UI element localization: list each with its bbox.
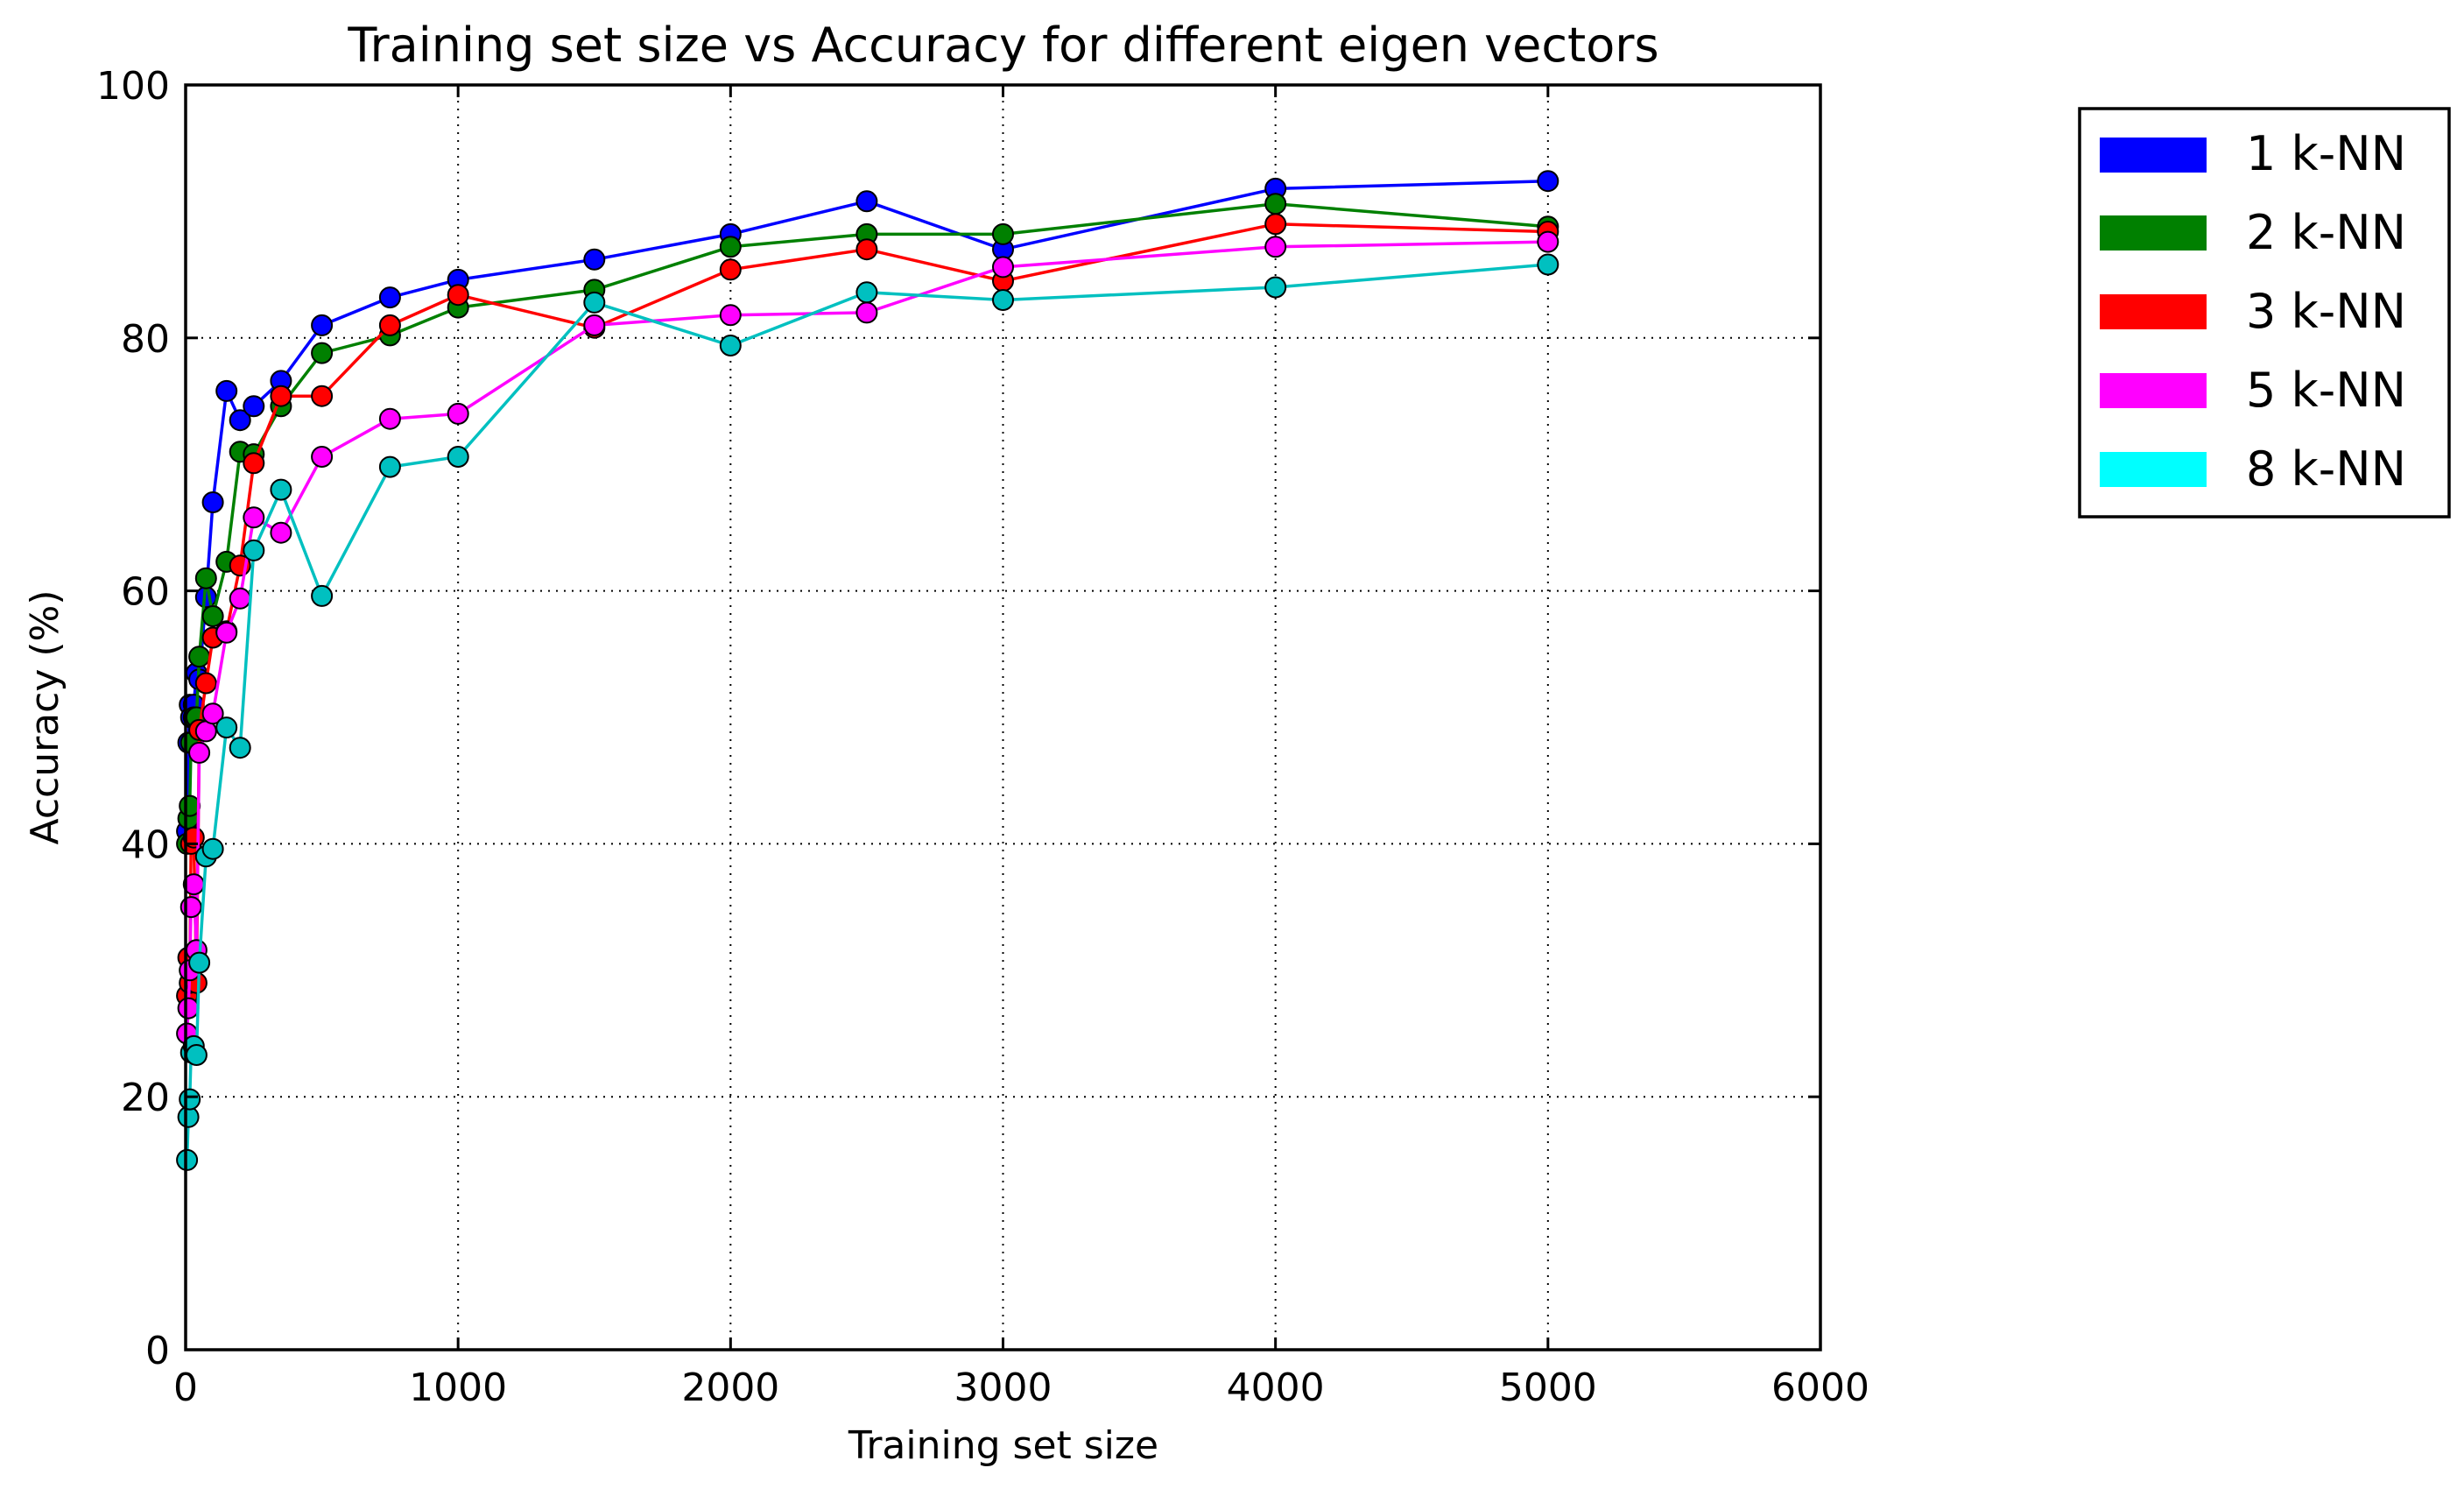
data-point	[380, 287, 400, 307]
legend-swatch	[2100, 215, 2207, 251]
data-point	[230, 737, 250, 758]
data-point	[271, 480, 291, 500]
data-point	[196, 674, 216, 694]
data-point	[993, 290, 1013, 310]
data-point	[1265, 194, 1285, 214]
legend-swatch	[2100, 294, 2207, 329]
data-point	[1265, 236, 1285, 257]
legend-label: 1 k-NN	[2246, 126, 2406, 181]
data-point	[448, 285, 468, 305]
data-point	[312, 315, 332, 335]
data-point	[1538, 171, 1558, 191]
data-point	[196, 568, 216, 589]
y-tick-label: 40	[121, 822, 170, 867]
data-point	[180, 796, 200, 816]
y-tick-label: 100	[96, 64, 170, 109]
data-point	[216, 717, 236, 737]
data-point	[448, 404, 468, 424]
data-point	[380, 457, 400, 477]
legend-label: 3 k-NN	[2246, 284, 2406, 339]
chart-title: Training set size vs Accuracy for differ…	[347, 18, 1658, 73]
data-point	[189, 743, 209, 763]
data-point	[584, 250, 604, 270]
legend-swatch	[2100, 452, 2207, 487]
x-tick-label: 2000	[681, 1366, 779, 1410]
x-axis-label: Training set size	[848, 1423, 1158, 1468]
data-point	[187, 1045, 207, 1065]
data-point	[243, 507, 264, 527]
data-point	[856, 282, 876, 302]
data-point	[993, 257, 1013, 277]
data-point	[856, 191, 876, 211]
legend-swatch	[2100, 138, 2207, 173]
data-point	[180, 1090, 200, 1110]
data-point	[1265, 278, 1285, 298]
y-axis-label: Accuracy (%)	[23, 589, 67, 844]
data-point	[216, 381, 236, 401]
data-point	[721, 259, 741, 279]
legend: 1 k-NN 2 k-NN 3 k-NN 5 k-NN 8 k-NN	[2080, 109, 2449, 517]
x-tick-label: 4000	[1227, 1366, 1325, 1410]
data-point	[243, 453, 264, 473]
y-tick-label: 60	[121, 570, 170, 615]
data-point	[312, 586, 332, 606]
data-point	[312, 386, 332, 406]
data-point	[271, 386, 291, 406]
data-point	[203, 839, 223, 859]
x-tick-label: 5000	[1499, 1366, 1597, 1410]
y-tick-label: 0	[145, 1329, 170, 1373]
data-point	[993, 224, 1013, 244]
data-point	[312, 447, 332, 467]
data-point	[721, 236, 741, 257]
data-point	[1265, 214, 1285, 234]
data-point	[584, 293, 604, 313]
data-point	[181, 897, 201, 917]
data-point	[271, 523, 291, 543]
legend-label: 2 k-NN	[2246, 205, 2406, 260]
data-point	[856, 302, 876, 322]
data-point	[179, 999, 199, 1019]
data-point	[243, 540, 264, 561]
data-point	[721, 305, 741, 325]
data-point	[243, 396, 264, 416]
data-point	[189, 953, 209, 973]
x-tick-label: 0	[173, 1366, 198, 1410]
legend-label: 5 k-NN	[2246, 363, 2406, 418]
y-tick-label: 80	[121, 317, 170, 362]
data-point	[216, 623, 236, 643]
data-point	[203, 492, 223, 512]
data-point	[584, 315, 604, 335]
data-point	[856, 239, 876, 259]
data-point	[189, 646, 209, 667]
data-point	[1538, 232, 1558, 252]
legend-swatch	[2100, 373, 2207, 408]
data-point	[448, 447, 468, 467]
x-tick-label: 6000	[1771, 1366, 1869, 1410]
data-point	[380, 409, 400, 429]
x-tick-label: 1000	[409, 1366, 507, 1410]
legend-label: 8 k-NN	[2246, 441, 2406, 497]
x-tick-label: 3000	[954, 1366, 1052, 1410]
data-point	[721, 335, 741, 356]
data-point	[1538, 255, 1558, 275]
data-point	[312, 343, 332, 363]
data-point	[230, 589, 250, 609]
y-tick-label: 20	[121, 1076, 170, 1120]
data-point	[380, 315, 400, 335]
